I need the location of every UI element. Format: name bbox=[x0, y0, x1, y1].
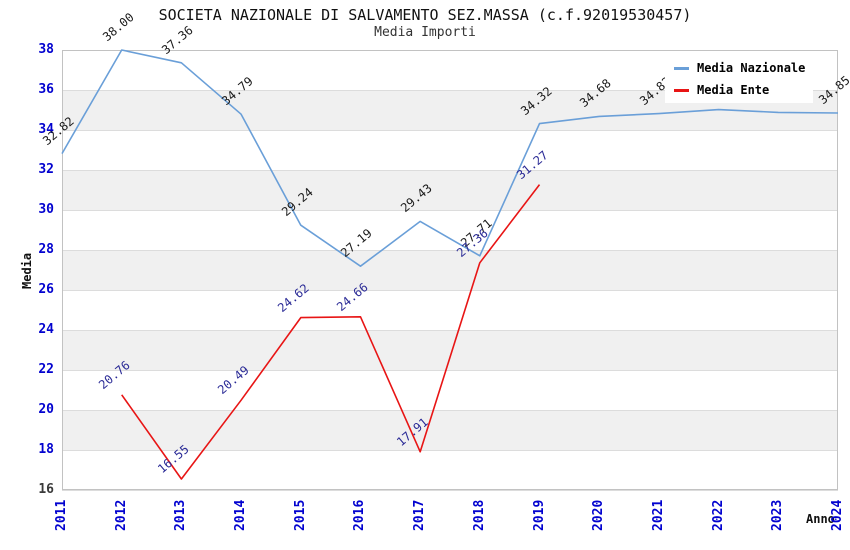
y-tick-label: 18 bbox=[38, 442, 54, 457]
chart-subtitle: Media Importi bbox=[374, 25, 476, 40]
y-tick-label: 36 bbox=[38, 82, 54, 97]
legend-label: Media Nazionale bbox=[697, 61, 806, 75]
y-tick-label: 34 bbox=[38, 122, 54, 137]
line-media-ente bbox=[121, 184, 541, 480]
y-tick-label: 38 bbox=[38, 42, 54, 57]
y-tick-label: 28 bbox=[38, 242, 54, 257]
x-axis-title: Anno bbox=[806, 512, 835, 526]
gridline bbox=[62, 250, 838, 251]
chart-title: SOCIETA NAZIONALE DI SALVAMENTO SEZ.MASS… bbox=[158, 6, 692, 24]
y-tick-label: 22 bbox=[38, 362, 54, 377]
gridline bbox=[62, 490, 838, 491]
gridline bbox=[62, 370, 838, 371]
legend-label: Media Ente bbox=[697, 83, 770, 97]
gridline bbox=[62, 210, 838, 211]
gridline bbox=[62, 170, 838, 171]
media-nazionale-line-swatch-icon bbox=[674, 66, 689, 70]
line-media-nazionale bbox=[61, 49, 839, 268]
legend-item-media-ente: Media Ente bbox=[665, 79, 813, 101]
plot-border bbox=[62, 50, 838, 490]
legend: Media Nazionale Media Ente bbox=[665, 57, 813, 103]
gridline bbox=[62, 290, 838, 291]
legend-item-media-nazionale: Media Nazionale bbox=[665, 57, 813, 79]
gridline bbox=[62, 90, 838, 91]
grid-band bbox=[62, 410, 838, 450]
gridline bbox=[62, 130, 838, 131]
gridline bbox=[62, 410, 838, 411]
y-tick-label: 26 bbox=[38, 282, 54, 297]
y-tick-label: 32 bbox=[38, 162, 54, 177]
y-tick-label: 20 bbox=[38, 402, 54, 417]
y-tick-label: 30 bbox=[38, 202, 54, 217]
grid-band bbox=[62, 330, 838, 370]
gridline bbox=[62, 330, 838, 331]
grid-band bbox=[62, 170, 838, 210]
y-tick-label: 24 bbox=[38, 322, 54, 337]
gridline bbox=[62, 450, 838, 451]
grid-band bbox=[62, 250, 838, 290]
y-tick-label: 16 bbox=[38, 482, 54, 497]
media-ente-line-swatch-icon bbox=[674, 88, 689, 92]
